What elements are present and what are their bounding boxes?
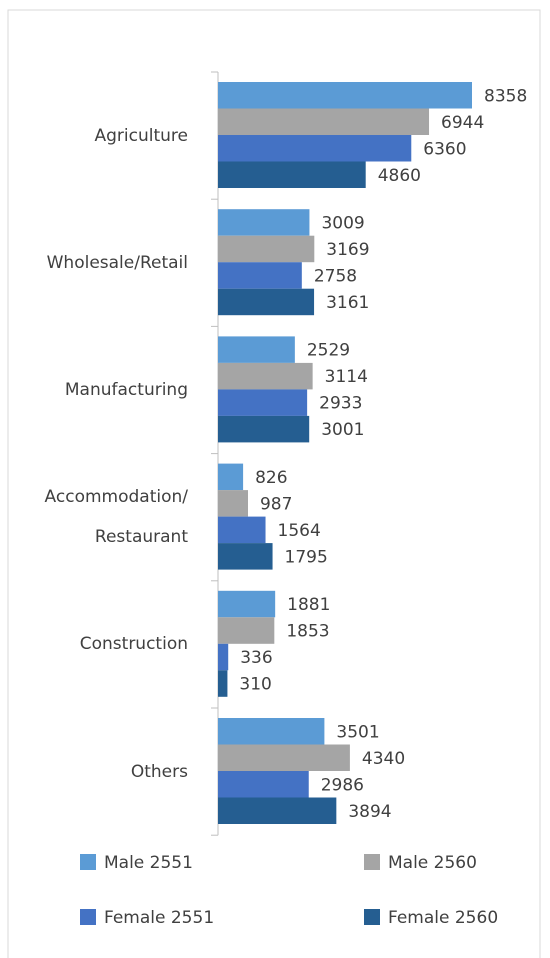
chart-border bbox=[7, 9, 541, 958]
value-label: 3161 bbox=[326, 293, 369, 313]
value-label: 4340 bbox=[362, 749, 405, 769]
value-label: 4860 bbox=[378, 166, 421, 186]
bar bbox=[218, 516, 266, 544]
value-label: 8358 bbox=[484, 86, 527, 106]
value-label: 987 bbox=[260, 494, 292, 514]
bar bbox=[218, 617, 275, 644]
value-label: 6360 bbox=[423, 139, 466, 159]
category-label: Wholesale/Retail bbox=[46, 252, 188, 273]
bar bbox=[218, 336, 295, 363]
value-label: 3894 bbox=[348, 802, 391, 822]
category-label: Others bbox=[130, 761, 188, 782]
bar bbox=[218, 288, 315, 316]
value-label: 2986 bbox=[321, 775, 364, 795]
value-label: 3169 bbox=[326, 240, 369, 260]
value-label: 1881 bbox=[287, 595, 330, 615]
bar bbox=[218, 389, 308, 416]
bar bbox=[218, 797, 337, 824]
legend-label: Female 2560 bbox=[388, 908, 498, 928]
bar bbox=[218, 262, 302, 289]
bar bbox=[218, 744, 350, 771]
category-label: Agriculture bbox=[94, 125, 189, 146]
value-label: 310 bbox=[239, 675, 271, 695]
bar bbox=[218, 82, 472, 109]
bar bbox=[218, 235, 315, 263]
legend-swatch bbox=[80, 909, 96, 925]
legend-label: Female 2551 bbox=[104, 908, 214, 928]
bar bbox=[218, 718, 325, 745]
value-label: 2758 bbox=[314, 266, 357, 286]
value-label: 3501 bbox=[336, 722, 379, 742]
bar bbox=[218, 463, 244, 491]
value-label: 2529 bbox=[307, 341, 350, 361]
bar bbox=[218, 362, 313, 390]
value-label: 1795 bbox=[285, 547, 328, 567]
value-label: 2933 bbox=[319, 394, 362, 414]
value-label: 3001 bbox=[321, 420, 364, 440]
bar bbox=[218, 209, 310, 236]
legend-swatch bbox=[364, 854, 380, 870]
legend-swatch bbox=[364, 909, 380, 925]
bar bbox=[218, 161, 366, 188]
value-label: 1853 bbox=[286, 622, 329, 642]
value-label: 3009 bbox=[321, 213, 364, 233]
legend-swatch bbox=[80, 854, 96, 870]
legend-label: Male 2560 bbox=[388, 853, 477, 873]
bar bbox=[218, 670, 228, 697]
value-label: 6944 bbox=[441, 113, 484, 133]
bar bbox=[218, 415, 310, 443]
bar bbox=[218, 771, 309, 798]
bar bbox=[218, 643, 229, 671]
bar bbox=[218, 108, 430, 135]
category-label: Construction bbox=[79, 634, 188, 655]
value-label: 3114 bbox=[325, 367, 368, 387]
bar bbox=[218, 590, 276, 618]
value-label: 826 bbox=[255, 468, 287, 488]
category-label: Manufacturing bbox=[64, 380, 188, 400]
bar bbox=[218, 490, 248, 517]
value-label: 336 bbox=[240, 648, 272, 668]
bar bbox=[218, 135, 412, 162]
value-label: 1564 bbox=[278, 521, 321, 541]
bar bbox=[218, 543, 273, 570]
legend-label: Male 2551 bbox=[104, 853, 193, 873]
category-label: Accommodation/ Restaurant bbox=[44, 487, 188, 548]
